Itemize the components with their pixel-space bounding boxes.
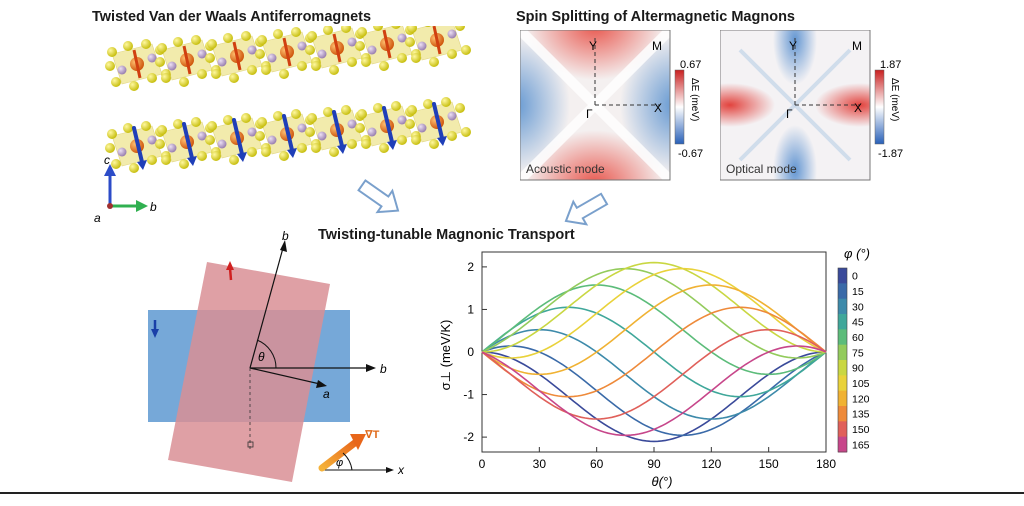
upper-layer <box>105 26 471 91</box>
acoustic-point-y: Y <box>589 39 597 53</box>
series-line-135 <box>481 306 827 398</box>
legend-swatch-165 <box>838 436 847 453</box>
x-tick-label-90: 90 <box>647 457 661 471</box>
legend-swatch-105 <box>838 375 847 392</box>
optical-cb-max: 1.87 <box>880 59 901 71</box>
legend-colorbar-frame <box>837 267 848 453</box>
legend-label-75: 75 <box>852 347 864 359</box>
acoustic-cb-min: -0.67 <box>678 148 703 160</box>
x-tick-label-120: 120 <box>701 457 721 471</box>
acoustic-cb-label: ΔE (meV) <box>689 78 700 121</box>
chart-ylabel: σ⊥ (meV/K) <box>438 320 453 391</box>
spin-down-arrow <box>151 320 159 338</box>
series-line-15 <box>481 345 827 437</box>
crystal-axes: c a b <box>94 153 157 225</box>
legend-label-120: 120 <box>852 393 870 405</box>
legend-swatch-30 <box>838 298 847 315</box>
y-tick-label-0: 0 <box>467 345 474 359</box>
crystal-title: Twisted Van der Waals Antiferromagnets <box>92 9 372 25</box>
optical-point-y: Y <box>789 39 797 53</box>
spin-up-arrow <box>226 261 234 281</box>
acoustic-cb-max: 0.67 <box>680 59 701 71</box>
optical-cb-label: ΔE (meV) <box>889 78 900 121</box>
legend-label-90: 90 <box>852 363 864 375</box>
legend-label-135: 135 <box>852 409 870 421</box>
axis-a-label: a <box>94 211 101 225</box>
legend-swatch-150 <box>838 421 847 438</box>
legend-swatch-0 <box>838 268 847 284</box>
optical-colorbar <box>874 69 885 145</box>
axis-c-label: c <box>104 153 110 167</box>
x-tick-label-60: 60 <box>590 457 604 471</box>
legend-label-15: 15 <box>852 286 864 298</box>
series-line-105 <box>481 267 827 359</box>
grad-t-label: ∇T <box>365 429 380 441</box>
theta-label: θ <box>258 350 265 364</box>
legend-swatch-135 <box>838 406 847 422</box>
x-tick-label-150: 150 <box>759 457 779 471</box>
series-line-75 <box>481 267 827 359</box>
series-line-120 <box>481 284 827 376</box>
acoustic-colorbar <box>674 69 685 145</box>
legend-swatch-45 <box>838 314 847 330</box>
optical-map-panel: Y M Γ X Optical mode 1.87 -1.87 ΔE (meV) <box>720 30 903 181</box>
red-layer <box>168 262 330 482</box>
x-tick-label-0: 0 <box>479 457 486 471</box>
legend-label-150: 150 <box>852 424 870 436</box>
hollow-arrow-left <box>357 179 400 214</box>
hollow-arrow-right <box>564 192 609 226</box>
legend-label-105: 105 <box>852 378 870 390</box>
chart-xlabel: θ(°) <box>652 474 673 489</box>
transport-chart: σ⊥ (meV/K) θ(°) φ (°) 0 30 60 90 120 150 180-2… <box>438 246 870 489</box>
legend-swatch-15 <box>838 283 847 300</box>
optical-cb-min: -1.87 <box>878 148 903 160</box>
legend-label-60: 60 <box>852 332 864 344</box>
legend-label-165: 165 <box>852 439 870 451</box>
acoustic-point-m: M <box>652 39 662 53</box>
legend-swatch-90 <box>838 360 847 376</box>
acoustic-point-x: X <box>654 101 662 115</box>
legend-swatch-75 <box>838 344 847 361</box>
y-tick-label--2: -2 <box>463 430 474 444</box>
x-tick-label-30: 30 <box>533 457 547 471</box>
bottom-rule <box>0 492 1024 494</box>
geom-axis-a: a <box>323 387 330 401</box>
twist-geometry: b b a θ x ∇T φ <box>148 229 405 482</box>
x-tick-label-180: 180 <box>816 457 836 471</box>
optical-point-x: X <box>854 101 862 115</box>
optical-point-g: Γ <box>786 107 793 121</box>
legend-label-30: 30 <box>852 301 864 313</box>
y-tick-label-1: 1 <box>467 302 474 316</box>
phi-label: φ <box>336 457 343 469</box>
geom-axis-b-top: b <box>282 229 289 243</box>
legend-swatch-120 <box>838 390 847 407</box>
splitting-title: Spin Splitting of Altermagnetic Magnons <box>516 9 795 25</box>
acoustic-mode-label: Acoustic mode <box>526 162 605 176</box>
legend-swatch-60 <box>838 329 847 346</box>
y-tick-label-2: 2 <box>467 260 474 274</box>
series-line-150 <box>481 328 827 420</box>
legend-label-0: 0 <box>852 271 858 283</box>
series-line-165 <box>481 345 827 437</box>
transport-title: Twisting-tunable Magnonic Transport <box>318 227 575 243</box>
acoustic-point-g: Γ <box>586 107 593 121</box>
optical-point-m: M <box>852 39 862 53</box>
crystal-structure: c a b <box>94 26 471 225</box>
y-tick-label--1: -1 <box>463 388 474 402</box>
legend-label-45: 45 <box>852 317 864 329</box>
lower-layer <box>105 97 471 173</box>
acoustic-map-panel: Y M Γ X Acoustic mode 0.67 -0.67 ΔE (meV… <box>520 30 703 181</box>
legend-title: φ (°) <box>844 246 870 261</box>
axis-b-label: b <box>150 200 157 214</box>
optical-mode-label: Optical mode <box>726 162 797 176</box>
geom-axis-b-right: b <box>380 362 387 376</box>
geom-axis-x: x <box>397 463 405 477</box>
